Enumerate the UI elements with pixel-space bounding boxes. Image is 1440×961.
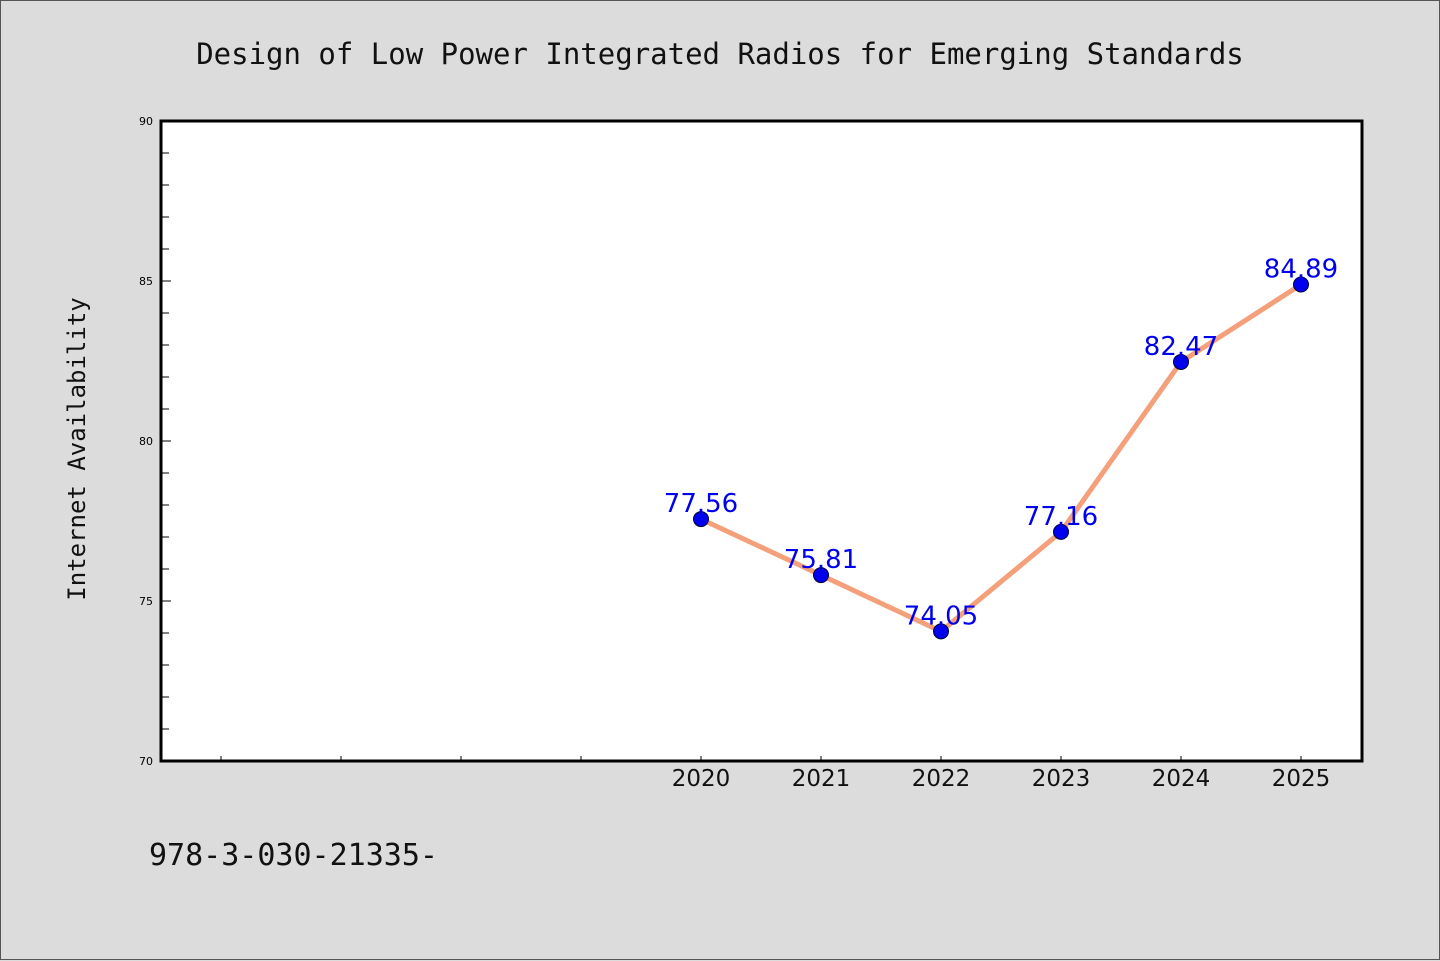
data-label: 77.16 bbox=[1024, 502, 1098, 532]
data-series bbox=[693, 276, 1309, 640]
y-tick-label: 80 bbox=[139, 435, 153, 448]
x-tick-label: 2025 bbox=[1272, 766, 1331, 792]
data-label: 77.56 bbox=[664, 489, 738, 519]
x-tick-label: 2021 bbox=[792, 766, 851, 792]
data-label: 84.89 bbox=[1264, 255, 1338, 285]
chart-title: Design of Low Power Integrated Radios fo… bbox=[196, 37, 1244, 71]
x-tick-label: 2023 bbox=[1032, 766, 1091, 792]
x-axis: 2020 2021 2022 2023 2024 2025 bbox=[220, 756, 1331, 792]
data-labels: 77.56 75.81 74.05 77.16 82.47 84.89 bbox=[664, 255, 1338, 632]
data-point bbox=[1173, 353, 1189, 370]
data-point bbox=[693, 511, 709, 528]
isbn-footer: 978-3-030-21335- bbox=[149, 838, 438, 873]
plot-area bbox=[159, 119, 1364, 763]
data-point bbox=[1053, 523, 1069, 540]
y-tick-label: 75 bbox=[139, 595, 153, 608]
data-label: 82.47 bbox=[1144, 332, 1218, 362]
series-line bbox=[698, 282, 1304, 634]
y-tick-label: 70 bbox=[139, 755, 153, 768]
data-point bbox=[1293, 276, 1309, 293]
x-tick-label: 2020 bbox=[672, 766, 731, 792]
y-axis-label: Internet Availability bbox=[63, 297, 91, 600]
y-tick-label: 90 bbox=[139, 115, 153, 128]
data-label: 74.05 bbox=[904, 601, 978, 631]
x-tick-label: 2024 bbox=[1152, 766, 1211, 792]
data-point bbox=[933, 623, 949, 640]
x-tick-label: 2022 bbox=[912, 766, 971, 792]
data-point bbox=[813, 567, 829, 584]
y-tick-label: 85 bbox=[139, 275, 153, 288]
data-label: 75.81 bbox=[784, 545, 858, 575]
y-axis: 70 75 80 85 90 bbox=[139, 115, 171, 768]
